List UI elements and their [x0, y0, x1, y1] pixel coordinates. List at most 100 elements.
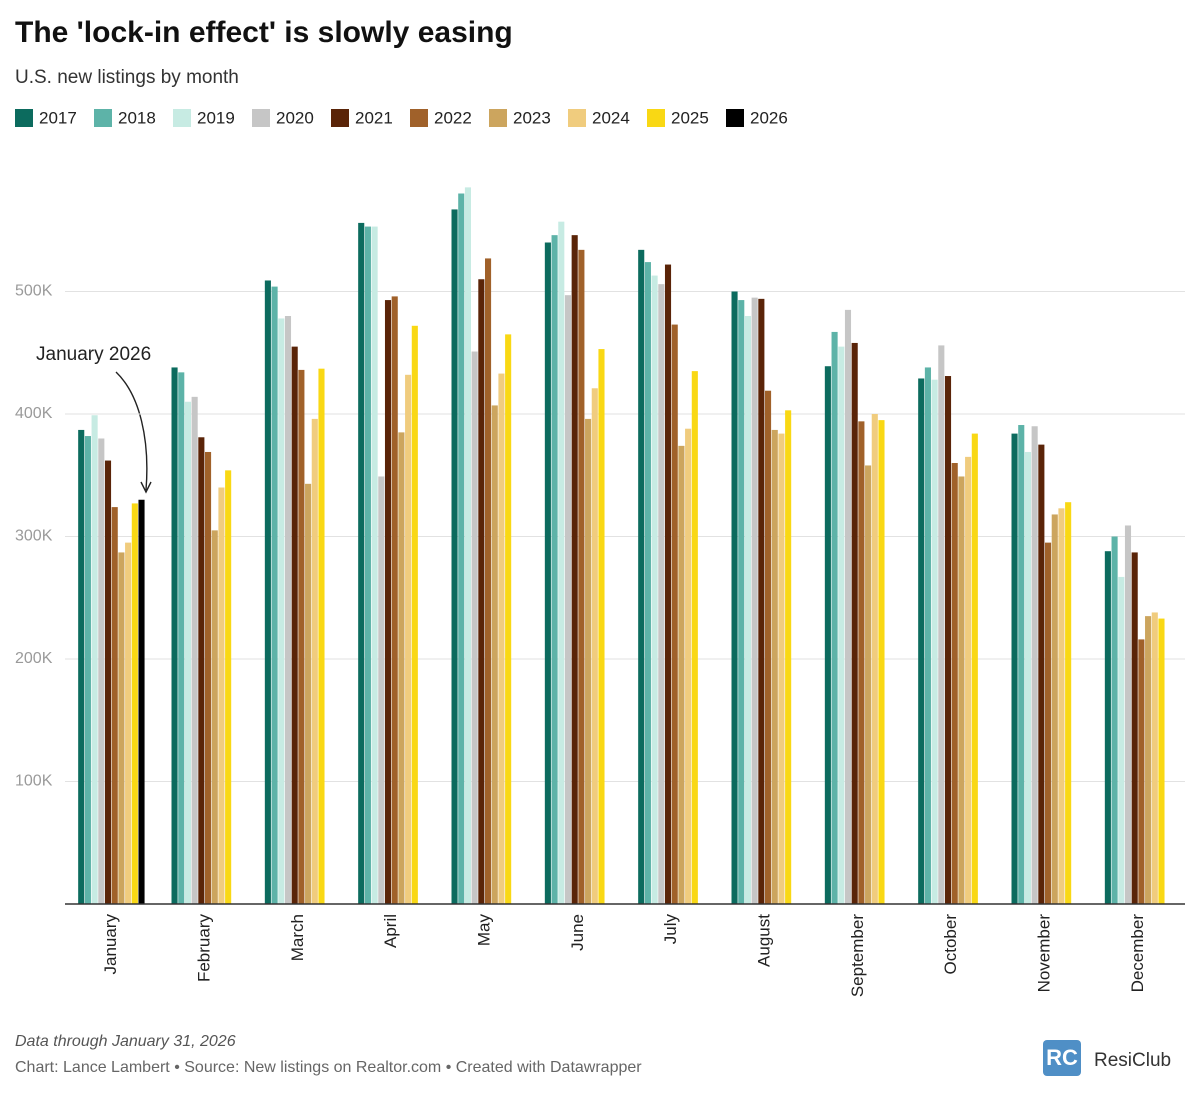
bar — [751, 297, 758, 904]
bar — [405, 374, 412, 904]
bar — [84, 436, 91, 904]
bar — [498, 373, 505, 904]
y-tick-label: 100K — [15, 773, 53, 790]
bar — [391, 296, 398, 904]
svg-text:RC: RC — [1046, 1045, 1078, 1070]
chart-subtitle: U.S. new listings by month — [15, 67, 239, 88]
bar — [958, 476, 965, 904]
bar — [398, 432, 405, 904]
bar — [1124, 525, 1132, 904]
legend-swatch — [94, 109, 112, 127]
bar — [205, 451, 212, 904]
bar — [384, 300, 392, 904]
bar — [1151, 612, 1158, 904]
bar — [1058, 508, 1065, 904]
bar — [1051, 514, 1058, 904]
legend-swatch — [647, 109, 665, 127]
bar — [91, 415, 98, 904]
bar — [1158, 618, 1165, 904]
bar — [305, 483, 312, 904]
bar — [971, 433, 978, 904]
bar — [591, 388, 598, 904]
x-tick-label: May — [474, 914, 493, 947]
legend-swatch — [252, 109, 270, 127]
bar — [785, 410, 792, 904]
legend-label: 2022 — [434, 108, 472, 127]
bar — [731, 291, 738, 904]
bar — [218, 487, 225, 904]
legend-label: 2025 — [671, 108, 709, 127]
legend-swatch — [410, 109, 428, 127]
legend-swatch — [568, 109, 586, 127]
bar — [951, 463, 958, 904]
bar — [171, 367, 178, 904]
bar — [505, 334, 512, 904]
bar — [571, 235, 578, 904]
bar — [844, 309, 852, 904]
bar — [264, 280, 271, 905]
bar — [658, 284, 665, 904]
bar — [318, 368, 325, 904]
legend-swatch — [489, 109, 507, 127]
bar — [558, 221, 565, 905]
y-tick-label: 400K — [15, 405, 53, 422]
bar — [838, 346, 845, 904]
chart-title: The 'lock-in effect' is slowly easing — [15, 16, 513, 49]
bar — [544, 242, 551, 904]
legend-swatch — [173, 109, 191, 127]
bar — [271, 286, 278, 905]
bar — [965, 456, 972, 904]
note: Data through January 31, 2026 — [15, 1033, 236, 1050]
x-tick-label: December — [1128, 914, 1147, 993]
bar — [851, 342, 858, 904]
x-tick-label: June — [568, 914, 587, 951]
bar — [671, 324, 678, 904]
x-tick-label: February — [194, 914, 213, 983]
bar — [125, 542, 132, 904]
bar — [1031, 426, 1038, 904]
bar — [191, 396, 198, 904]
annotation-arrowhead — [140, 481, 152, 494]
legend-label: 2024 — [592, 108, 630, 127]
bar — [938, 345, 945, 904]
bar — [691, 371, 698, 904]
bar — [118, 552, 125, 904]
legend-label: 2017 — [39, 108, 77, 127]
bar — [291, 346, 298, 904]
legend-label: 2020 — [276, 108, 314, 127]
legend-swatch — [726, 109, 744, 127]
bar — [198, 437, 205, 904]
x-tick-label: September — [848, 914, 867, 997]
bar — [1118, 576, 1125, 904]
bar — [98, 438, 105, 904]
bar — [1065, 502, 1072, 904]
bar — [878, 420, 885, 904]
bar — [178, 372, 185, 905]
bar — [551, 235, 558, 904]
bar — [111, 507, 118, 904]
annotation: January 2026 — [36, 344, 151, 365]
bar — [865, 465, 872, 904]
bar — [1138, 639, 1145, 904]
brand-logo: RC — [1043, 1040, 1081, 1076]
bar — [131, 503, 138, 904]
bar — [1038, 444, 1045, 904]
x-tick-label: January — [101, 914, 120, 975]
bar — [564, 295, 572, 904]
y-tick-label: 300K — [15, 528, 53, 545]
bar — [678, 445, 685, 904]
bar — [411, 325, 418, 904]
x-tick-label: April — [381, 914, 400, 948]
bar — [831, 331, 838, 904]
legend-label: 2019 — [197, 108, 235, 127]
legend-swatch — [15, 109, 33, 127]
bar — [824, 366, 831, 905]
bar — [598, 349, 605, 904]
x-tick-label: July — [661, 914, 680, 945]
bar — [78, 429, 85, 904]
legend-label: 2021 — [355, 108, 393, 127]
bar — [485, 258, 492, 904]
bar — [371, 226, 378, 904]
bar — [464, 187, 471, 904]
